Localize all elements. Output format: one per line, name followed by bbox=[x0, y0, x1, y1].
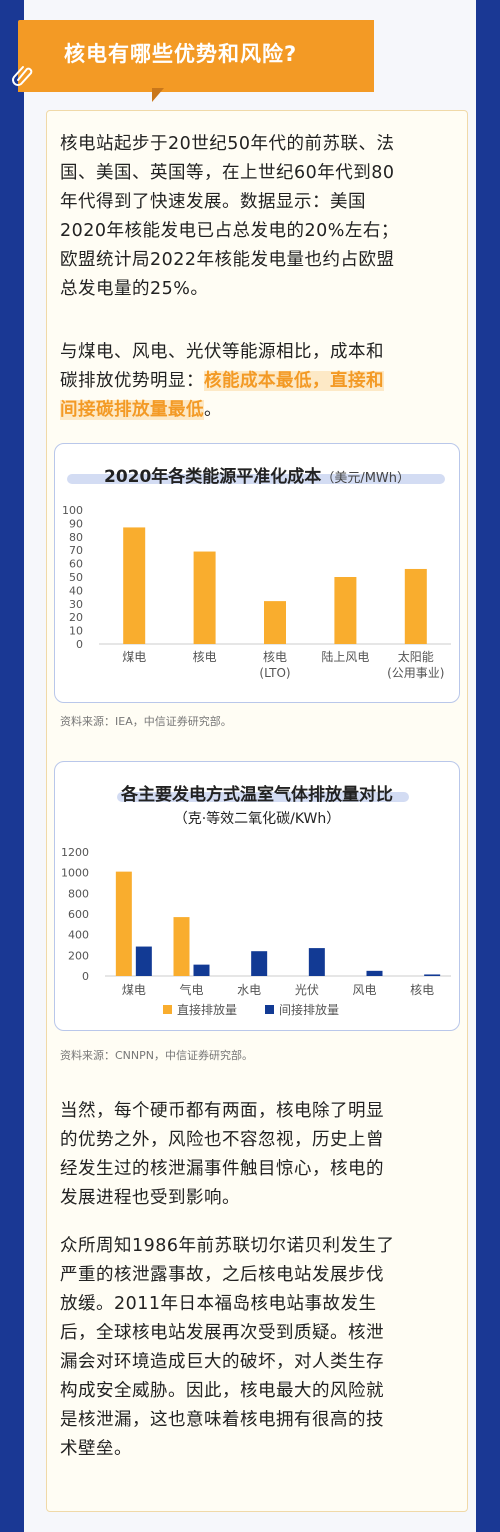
x-tick-label: (公用事业) bbox=[387, 666, 444, 680]
bar bbox=[123, 527, 146, 644]
y-tick-label: 0 bbox=[82, 970, 89, 983]
bar bbox=[115, 871, 132, 976]
text-line: 漏会对环境造成巨大的破坏，对人类生存 bbox=[60, 1352, 384, 1372]
x-tick-label: 核电 bbox=[263, 650, 287, 664]
highlight-text: 核能成本最低，直接和 bbox=[204, 371, 384, 391]
text-line: 欧盟统计局2022年核能发电量也约占欧盟 bbox=[60, 250, 395, 270]
intro-paragraph: 核电站起步于20世纪50年代的前苏联、法 国、美国、英国等，在上世纪60年代到8… bbox=[60, 130, 450, 304]
text-line: 当然，每个硬币都有两面，核电除了明显 bbox=[60, 1101, 384, 1121]
bar bbox=[173, 917, 190, 976]
x-tick-label: 煤电 bbox=[122, 650, 146, 664]
legend-label: 间接排放量 bbox=[279, 1002, 339, 1017]
text-line: 核电站起步于20世纪50年代的前苏联、法 bbox=[60, 134, 395, 154]
y-tick-label: 40 bbox=[69, 584, 83, 597]
comparison-paragraph: 与煤电、风电、光伏等能源相比，成本和 碳排放优势明显：核能成本最低，直接和 间接… bbox=[60, 338, 450, 425]
text-line: 经发生过的核泄漏事件触目惊心，核电的 bbox=[60, 1159, 384, 1179]
risk-paragraph-2: 众所周知1986年前苏联切尔诺贝利发生了 严重的核泄露事故，之后核电站发展步伐 … bbox=[60, 1232, 450, 1464]
text-line: 构成安全威胁。因此，核电最大的风险就 bbox=[60, 1381, 384, 1401]
chart-source: 资料来源：IEA，中信证券研究部。 bbox=[60, 715, 232, 728]
y-tick-label: 200 bbox=[68, 949, 89, 962]
x-tick-label: 气电 bbox=[179, 982, 203, 997]
legend-label: 直接排放量 bbox=[177, 1002, 237, 1017]
chart-title: 各主要发电方式温室气体排放量对比 bbox=[121, 785, 393, 805]
tab-fold bbox=[152, 88, 164, 102]
text-line: 后，全球核电站发展再次受到质疑。核泄 bbox=[60, 1323, 384, 1343]
bar bbox=[366, 970, 383, 976]
text-line: 年代得到了快速发展。数据显示：美国 bbox=[60, 192, 366, 212]
y-tick-label: 80 bbox=[69, 531, 83, 544]
text-line: 发展进程也受到影响。 bbox=[60, 1188, 240, 1208]
x-tick-label: 光伏 bbox=[295, 983, 319, 997]
y-tick-label: 800 bbox=[68, 887, 89, 900]
bar bbox=[135, 946, 152, 976]
y-tick-label: 30 bbox=[69, 598, 83, 611]
paperclip-icon bbox=[12, 66, 33, 86]
y-tick-label: 400 bbox=[68, 929, 89, 942]
x-tick-label: 核电 bbox=[410, 983, 434, 997]
text-line: 术壁垒。 bbox=[60, 1439, 132, 1459]
x-tick-label: 太阳能 bbox=[398, 649, 434, 664]
emission-chart-card: 各主要发电方式温室气体排放量对比 （克·等效二氧化碳/KWh） 0 200 400 6… bbox=[54, 761, 460, 1031]
x-tick-label: (LTO) bbox=[259, 666, 290, 680]
chart-source: 资料来源：CNNPN，中信证券研究部。 bbox=[60, 1049, 253, 1062]
right-border bbox=[476, 0, 500, 1532]
text-line: 众所周知1986年前苏联切尔诺贝利发生了 bbox=[60, 1236, 395, 1256]
text-line: 国、美国、英国等，在上世纪60年代到80 bbox=[60, 163, 395, 183]
text-segment: 。 bbox=[204, 400, 222, 420]
chart-title: 2020年各类能源平准化成本（美元/MWh） bbox=[55, 462, 459, 487]
chart-title-text: 2020年各类能源平准化成本 bbox=[103, 467, 322, 487]
y-tick-label: 50 bbox=[69, 571, 83, 584]
legend-swatch bbox=[163, 1005, 172, 1014]
y-tick-label: 60 bbox=[69, 558, 83, 571]
y-tick-label: 20 bbox=[69, 611, 83, 624]
bar bbox=[264, 601, 286, 644]
y-tick-label: 600 bbox=[68, 908, 89, 921]
bar bbox=[308, 948, 325, 976]
y-tick-label: 1200 bbox=[61, 846, 89, 859]
x-tick-label: 煤电 bbox=[122, 983, 146, 997]
text-line: 与煤电、风电、光伏等能源相比，成本和 bbox=[60, 342, 384, 362]
x-tick-label: 风电 bbox=[352, 983, 376, 997]
y-tick-label: 1000 bbox=[61, 867, 89, 880]
text-line: 间接碳排放量最低。 bbox=[60, 396, 450, 425]
y-tick-label: 10 bbox=[69, 625, 83, 638]
text-segment: 碳排放优势明显： bbox=[60, 371, 204, 391]
bar bbox=[193, 964, 210, 976]
bar bbox=[334, 577, 357, 644]
x-tick-label: 水电 bbox=[237, 983, 261, 997]
title-underline bbox=[67, 474, 445, 484]
bar bbox=[193, 551, 216, 644]
title-underline bbox=[117, 792, 409, 802]
page-title: 核电有哪些优势和风险? bbox=[64, 42, 298, 66]
y-tick-label: 100 bbox=[62, 504, 83, 517]
text-line: 的优势之外，风险也不容忽视，历史上曾 bbox=[60, 1130, 384, 1150]
chart-unit: （美元/MWh） bbox=[321, 471, 411, 486]
text-line: 是核泄漏，这也意味着核电拥有很高的技 bbox=[60, 1410, 384, 1430]
cost-chart-card: 2020年各类能源平准化成本（美元/MWh） 0 10 20 30 40 50 60 70 80… bbox=[54, 443, 460, 703]
y-tick-label: 90 bbox=[69, 517, 83, 530]
text-line: 碳排放优势明显：核能成本最低，直接和 bbox=[60, 367, 450, 396]
legend-swatch bbox=[265, 1005, 274, 1014]
chart-subtitle: （克·等效二氧化碳/KWh） bbox=[173, 811, 341, 827]
risk-paragraph-1: 当然，每个硬币都有两面，核电除了明显 的优势之外，风险也不容忽视，历史上曾 经发… bbox=[60, 1097, 450, 1213]
y-tick-label: 70 bbox=[69, 544, 83, 557]
left-border bbox=[0, 0, 24, 1532]
section-header-tab bbox=[18, 20, 374, 92]
x-tick-label: 核电 bbox=[193, 650, 217, 664]
highlight-text: 间接碳排放量最低 bbox=[60, 400, 204, 420]
bar bbox=[251, 951, 268, 976]
text-line: 严重的核泄露事故，之后核电站发展步伐 bbox=[60, 1265, 384, 1285]
text-line: 总发电量的25%。 bbox=[60, 279, 209, 299]
bar bbox=[424, 974, 441, 976]
bar bbox=[404, 568, 427, 644]
text-line: 放缓。2011年日本福岛核电站事故发生 bbox=[60, 1294, 377, 1314]
x-tick-label: 陆上风电 bbox=[321, 649, 369, 664]
text-line: 2020年核能发电已占总发电的20%左右； bbox=[60, 221, 399, 241]
y-tick-label: 0 bbox=[76, 638, 83, 651]
